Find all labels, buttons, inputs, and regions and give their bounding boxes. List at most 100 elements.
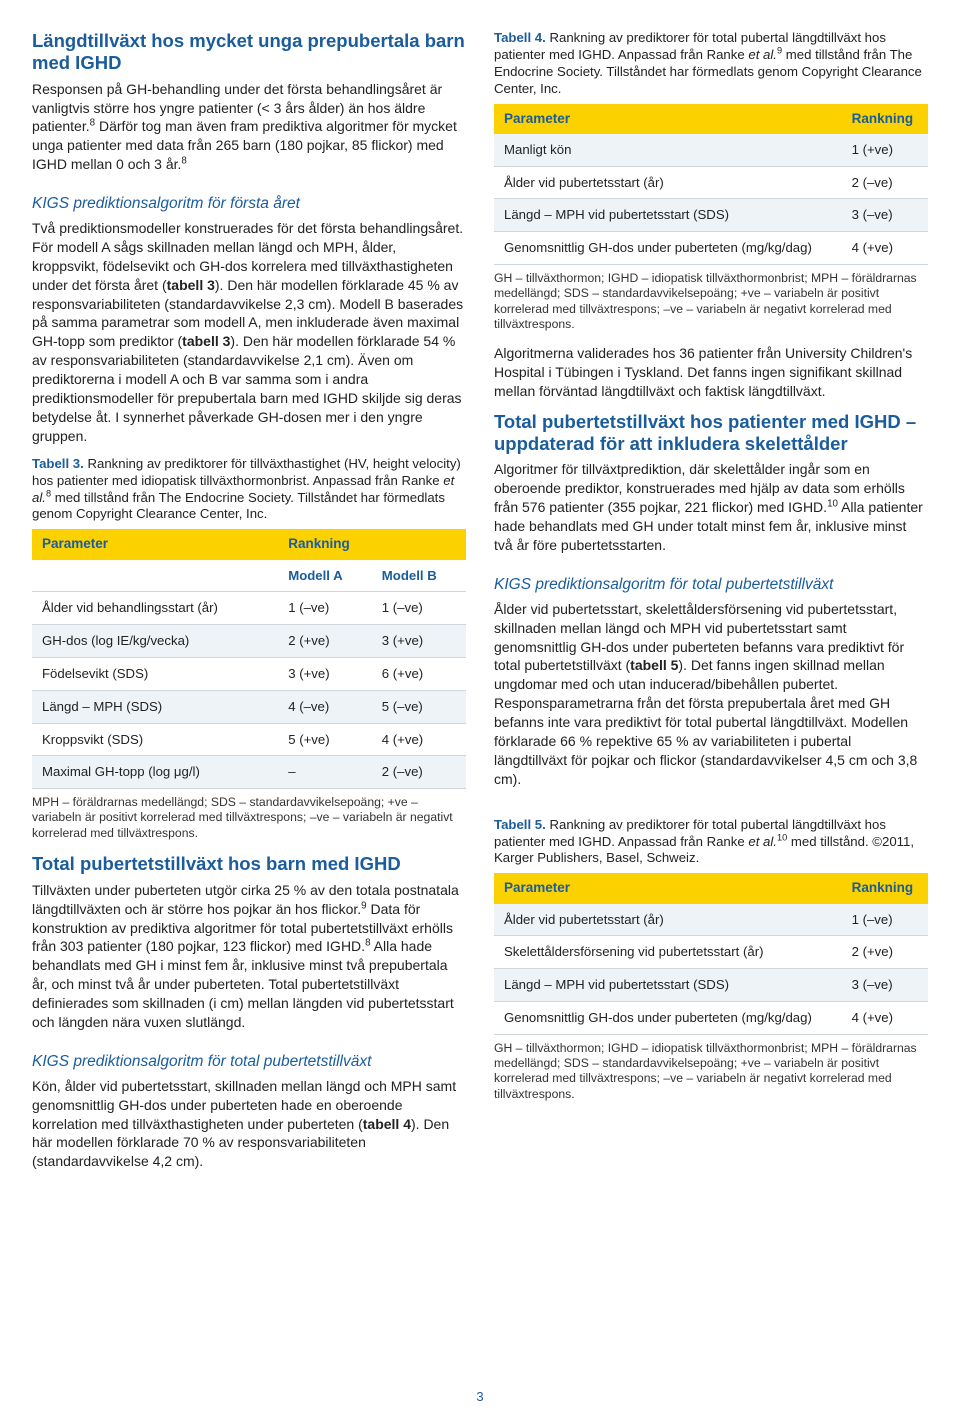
table-row: Manligt kön1 (+ve) — [494, 134, 928, 166]
table3-subheader: Modell A Modell B — [32, 560, 466, 592]
t5r3p: Genomsnittlig GH-dos under puberteten (m… — [494, 1001, 842, 1034]
page-number: 3 — [0, 1388, 960, 1406]
table-row: Födelsevikt (SDS)3 (+ve)6 (+ve) — [32, 657, 466, 690]
table-row: Längd – MPH vid pubertetsstart (SDS)3 (–… — [494, 969, 928, 1002]
t5sup: 10 — [777, 832, 787, 842]
t3r0p: Ålder vid behandlingsstart (år) — [32, 592, 278, 625]
t3r5b: 2 (–ve) — [372, 756, 466, 789]
table5-label: Tabell 5. — [494, 817, 546, 832]
table-row: Maximal GH-topp (log μg/l)–2 (–ve) — [32, 756, 466, 789]
t3-sub-b: Modell B — [372, 560, 466, 592]
p2d: tabell 3 — [182, 333, 230, 349]
p4b: tabell 4 — [363, 1116, 411, 1132]
table3-header: Parameter Rankning — [32, 529, 466, 559]
t3r3a: 4 (–ve) — [278, 690, 372, 723]
para-5: Algoritmerna validerades hos 36 patiente… — [494, 344, 928, 401]
t4-h-rank: Rankning — [842, 104, 928, 134]
t3r3p: Längd – MPH (SDS) — [32, 690, 278, 723]
table4-footnote: GH – tillväxthormon; IGHD – idiopatisk t… — [494, 271, 928, 332]
t4r0p: Manligt kön — [494, 134, 842, 166]
subhead-kigs-first-year: KIGS prediktionsalgoritm för första året — [32, 194, 466, 215]
heading-skeletal-age: Total pubertetstillväxt hos patienter me… — [494, 411, 928, 455]
t3r3b: 5 (–ve) — [372, 690, 466, 723]
table-row: Skelettåldersförsening vid pubertetsstar… — [494, 936, 928, 969]
para-6: Algoritmer för tillväxtprediktion, där s… — [494, 460, 928, 554]
ref-8b: 8 — [181, 156, 186, 167]
t3r2p: Födelsevikt (SDS) — [32, 657, 278, 690]
t4r2p: Längd – MPH vid pubertetsstart (SDS) — [494, 199, 842, 232]
heading-igh-prepubertal: Längdtillväxt hos mycket unga prepuberta… — [32, 30, 466, 74]
subhead-kigs-total-pubertal-2: KIGS prediktionsalgoritm för total puber… — [494, 575, 928, 596]
t3r1a: 2 (+ve) — [278, 625, 372, 658]
table-3: Parameter Rankning Modell A Modell B Åld… — [32, 529, 466, 789]
table5-header: Parameter Rankning — [494, 873, 928, 903]
t5r3r: 4 (+ve) — [842, 1001, 928, 1034]
table-4: Parameter Rankning Manligt kön1 (+ve) Ål… — [494, 104, 928, 265]
t3r2b: 6 (+ve) — [372, 657, 466, 690]
table4-header: Parameter Rankning — [494, 104, 928, 134]
ref-10: 10 — [827, 498, 838, 509]
t3r4a: 5 (+ve) — [278, 723, 372, 756]
p2e: ). Den här modellen förklarade 54 % av r… — [32, 333, 462, 443]
t3r0a: 1 (–ve) — [278, 592, 372, 625]
table3-footnote: MPH – föräldrarnas medellängd; SDS – sta… — [32, 795, 466, 841]
table5-footnote: GH – tillväxthormon; IGHD – idiopatisk t… — [494, 1041, 928, 1102]
t4r0r: 1 (+ve) — [842, 134, 928, 166]
table-row: GH-dos (log IE/kg/vecka)2 (+ve)3 (+ve) — [32, 625, 466, 658]
table-row: Längd – MPH vid pubertetsstart (SDS)3 (–… — [494, 199, 928, 232]
right-column: Tabell 4. Rankning av prediktorer för to… — [494, 30, 928, 1396]
p7b: tabell 5 — [630, 657, 678, 673]
t3tail: med tillstånd från The Endocrine Society… — [32, 490, 445, 522]
table-row: Genomsnittlig GH-dos under puberteten (m… — [494, 1001, 928, 1034]
t3c1: Rankning av prediktorer för tillväxthast… — [32, 456, 461, 488]
table4-caption: Tabell 4. Rankning av prediktorer för to… — [494, 30, 928, 98]
table5-caption: Tabell 5. Rankning av prediktorer för to… — [494, 817, 928, 868]
t3-sub-a: Modell A — [278, 560, 372, 592]
para-1: Responsen på GH-behandling under det för… — [32, 80, 466, 174]
table-row: Ålder vid behandlingsstart (år)1 (–ve)1 … — [32, 592, 466, 625]
t3r5a: – — [278, 756, 372, 789]
t5ital: et al. — [748, 834, 777, 849]
t5r2p: Längd – MPH vid pubertetsstart (SDS) — [494, 969, 842, 1002]
t3-h-param: Parameter — [32, 529, 278, 559]
table4-label: Tabell 4. — [494, 30, 546, 45]
para-4: Kön, ålder vid pubertetsstart, skillnade… — [32, 1077, 466, 1171]
t4r2r: 3 (–ve) — [842, 199, 928, 232]
t3r4p: Kroppsvikt (SDS) — [32, 723, 278, 756]
t3-h-rank: Rankning — [278, 529, 466, 559]
t3r4b: 4 (+ve) — [372, 723, 466, 756]
t4r1r: 2 (–ve) — [842, 166, 928, 199]
p2b: tabell 3 — [167, 277, 215, 293]
t3r1b: 3 (+ve) — [372, 625, 466, 658]
subhead-kigs-total-pubertal: KIGS prediktionsalgoritm för total puber… — [32, 1052, 466, 1073]
para-3: Tillväxten under puberteten utgör cirka … — [32, 881, 466, 1032]
t5r2r: 3 (–ve) — [842, 969, 928, 1002]
t5r0r: 1 (–ve) — [842, 904, 928, 936]
t3r1p: GH-dos (log IE/kg/vecka) — [32, 625, 278, 658]
left-column: Längdtillväxt hos mycket unga prepuberta… — [32, 30, 466, 1396]
para-1b: Därför tog man även fram prediktiva algo… — [32, 118, 457, 172]
t3r5p: Maximal GH-topp (log μg/l) — [32, 756, 278, 789]
table-row: Ålder vid pubertetsstart (år)1 (–ve) — [494, 904, 928, 936]
t4r1p: Ålder vid pubertetsstart (år) — [494, 166, 842, 199]
para-7: Ålder vid pubertetsstart, skelettåldersf… — [494, 600, 928, 789]
t3r0b: 1 (–ve) — [372, 592, 466, 625]
table-row: Ålder vid pubertetsstart (år)2 (–ve) — [494, 166, 928, 199]
t4r3p: Genomsnittlig GH-dos under puberteten (m… — [494, 232, 842, 265]
t3r2a: 3 (+ve) — [278, 657, 372, 690]
table-5: Parameter Rankning Ålder vid pubertetsst… — [494, 873, 928, 1034]
table-row: Kroppsvikt (SDS)5 (+ve)4 (+ve) — [32, 723, 466, 756]
t5r1p: Skelettåldersförsening vid pubertetsstar… — [494, 936, 842, 969]
table3-caption: Tabell 3. Rankning av prediktorer för ti… — [32, 456, 466, 524]
table3-label: Tabell 3. — [32, 456, 84, 471]
t5-h-param: Parameter — [494, 873, 842, 903]
t4-h-param: Parameter — [494, 104, 842, 134]
table-row: Genomsnittlig GH-dos under puberteten (m… — [494, 232, 928, 265]
t5r0p: Ålder vid pubertetsstart (år) — [494, 904, 842, 936]
t5-h-rank: Rankning — [842, 873, 928, 903]
p7c: ). Det fanns ingen skillnad mellan ungdo… — [494, 657, 917, 786]
heading-total-pubertal: Total pubertetstillväxt hos barn med IGH… — [32, 853, 466, 875]
t5r1r: 2 (+ve) — [842, 936, 928, 969]
t4ital: et al. — [748, 47, 777, 62]
table-row: Längd – MPH (SDS)4 (–ve)5 (–ve) — [32, 690, 466, 723]
